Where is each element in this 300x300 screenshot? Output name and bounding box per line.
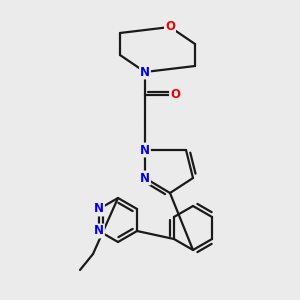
Text: N: N [140, 172, 150, 184]
Text: N: N [140, 143, 150, 157]
Text: O: O [170, 88, 180, 101]
Text: N: N [94, 224, 104, 238]
Text: O: O [165, 20, 175, 34]
Text: N: N [140, 65, 150, 79]
Text: N: N [94, 202, 104, 215]
